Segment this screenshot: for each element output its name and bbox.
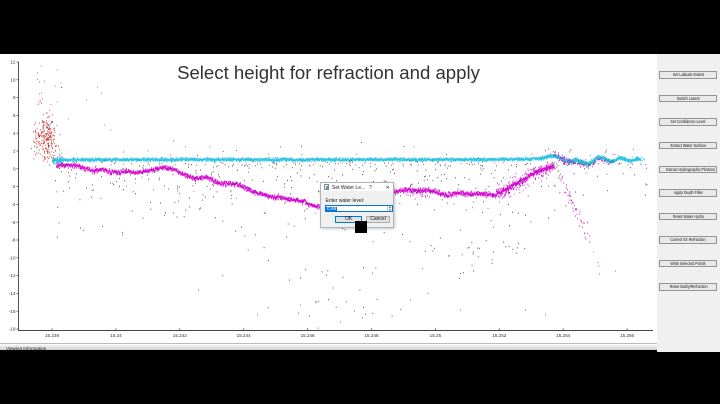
svg-text:15.246: 15.246 [301, 333, 315, 338]
svg-text:15.256: 15.256 [620, 333, 634, 338]
svg-text:15.252: 15.252 [492, 333, 506, 338]
svg-text:15.238: 15.238 [45, 333, 59, 338]
svg-text:-6: -6 [11, 220, 16, 225]
svg-text:15.254: 15.254 [556, 333, 570, 338]
svg-text:-2: -2 [11, 184, 16, 189]
svg-text:15.242: 15.242 [173, 333, 187, 338]
svg-text:-14: -14 [9, 291, 16, 296]
svg-text:2: 2 [13, 149, 16, 154]
svg-text:15.244: 15.244 [237, 333, 251, 338]
svg-text:15.25: 15.25 [430, 333, 442, 338]
svg-text:15.248: 15.248 [364, 333, 378, 338]
svg-text:4: 4 [13, 131, 16, 136]
svg-text:8: 8 [13, 95, 16, 100]
svg-text:-8: -8 [11, 238, 16, 243]
svg-text:0: 0 [13, 166, 16, 171]
svg-text:-10: -10 [9, 255, 16, 260]
svg-text:6: 6 [13, 113, 16, 118]
svg-text:-18: -18 [9, 327, 16, 332]
svg-text:12: 12 [10, 60, 16, 65]
svg-text:-16: -16 [9, 309, 16, 314]
svg-text:15.24: 15.24 [110, 333, 122, 338]
svg-text:-12: -12 [9, 273, 16, 278]
svg-text:-4: -4 [11, 202, 16, 207]
svg-text:10: 10 [10, 77, 16, 82]
